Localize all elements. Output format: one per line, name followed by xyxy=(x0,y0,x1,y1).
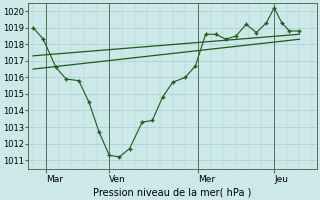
X-axis label: Pression niveau de la mer( hPa ): Pression niveau de la mer( hPa ) xyxy=(93,187,252,197)
